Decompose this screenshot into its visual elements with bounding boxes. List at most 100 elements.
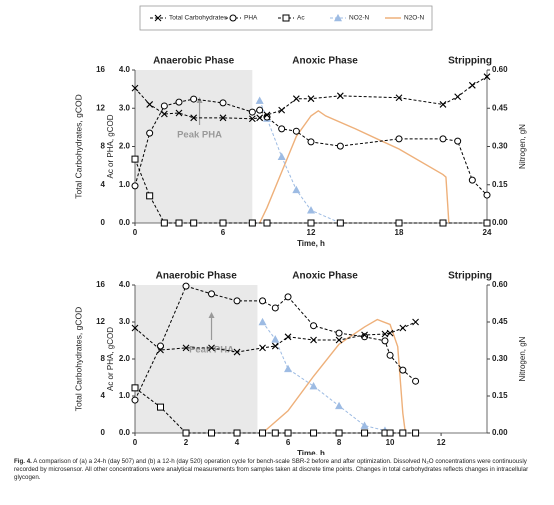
marker-square [248,219,256,227]
marker-circle [292,127,300,135]
legend-box [139,5,433,31]
marker-x [157,346,164,354]
marker-square [386,429,394,437]
marker-x [233,348,241,356]
y-axis-title: Total Carbohydrates, gCOD [73,307,83,411]
marker-x [154,14,162,22]
y3-tick-label: 4.0 [119,65,131,74]
annotation-arrowhead [208,312,215,318]
marker-square [282,14,290,22]
marker-square [336,219,344,227]
marker-x [131,84,139,92]
marker-x [278,106,286,114]
marker-circle [219,99,227,107]
marker-x [248,115,256,123]
marker-x [307,95,315,103]
marker-x [208,344,215,352]
marker-circle [399,366,407,374]
marker-circle [454,137,462,145]
marker-x [146,101,154,108]
marker-square [208,429,216,437]
marker-x [271,342,279,350]
marker-x [259,344,266,352]
marker-x [335,336,343,344]
y3-tick-label: 1.0 [119,180,131,189]
marker-x [292,95,300,103]
marker-triangle [360,421,369,429]
marker-x [361,331,368,339]
marker-x [175,109,183,117]
marker-square [361,429,369,437]
marker-circle [386,351,394,359]
legend-label: N2O-N [404,15,425,22]
marker-x [454,93,462,101]
y3-tick-label: 4.0 [119,280,131,289]
marker-square [307,219,315,227]
y-tick-label: 12 [96,317,105,326]
x-tick-label: 24 [483,228,492,237]
legend-label: Total Carbohydrates [169,15,228,22]
y3-axis-title: Ac or PHA, gCOD [106,327,115,391]
y3-axis-title: Ac or PHA, gCOD [106,114,115,178]
marker-square [263,219,271,227]
marker-square [395,219,403,227]
marker-square [259,429,267,437]
anaerobic-shade [135,285,258,433]
marker-circle [208,290,216,298]
marker-x [381,330,389,338]
phase-label: Anoxic Phase [292,271,358,282]
marker-x [468,81,476,89]
x-axis-title: Time, h [297,239,325,248]
phase-label: Anaerobic Phase [153,56,235,67]
marker-x [412,318,419,326]
phase-label: Anoxic Phase [292,56,358,67]
marker-circle [412,377,420,385]
marker-square [233,429,241,437]
y-tick-label: 0 [101,428,106,437]
marker-square [310,429,318,437]
marker-triangle [306,206,316,214]
marker-circle [229,14,237,22]
marker-triangle [335,401,344,410]
marker-x [284,333,292,341]
marker-circle [259,297,267,305]
y-tick-label: 4 [101,180,106,189]
y2-tick-label: 0.15 [492,391,508,400]
y-tick-label: 8 [101,354,106,363]
marker-circle [335,329,343,337]
marker-triangle [284,364,293,373]
y3-tick-label: 0.0 [119,218,131,227]
y3-tick-label: 2.0 [119,354,131,363]
marker-circle [175,98,183,106]
marker-circle [468,176,476,184]
marker-square [131,155,139,163]
y2-tick-label: 0.45 [492,317,508,326]
marker-circle [284,293,292,301]
marker-square [335,429,343,437]
y-tick-label: 12 [96,103,105,112]
marker-triangle [255,96,264,104]
marker-circle [131,396,139,404]
marker-circle [256,106,264,114]
y2-axis-title: Nitrogen, gN [518,124,527,169]
marker-x [399,324,407,332]
phase-label: Anaerobic Phase [156,271,238,282]
marker-x [219,114,227,122]
marker-square [160,219,168,227]
marker-circle [271,304,279,312]
marker-triangle [271,335,280,343]
annotation: Peak PHA [189,345,234,356]
y-tick-label: 0 [101,218,106,227]
y2-tick-label: 0.45 [492,103,508,112]
caption-label: Fig. 4. [14,458,32,465]
marker-triangle [333,13,343,22]
x-tick-label: 6 [286,438,291,447]
y-tick-label: 4 [101,391,106,400]
x-tick-label: 12 [437,438,446,447]
figure: Total Carbohydrates PHA Ac NO2-N N2O-N Anaero… [73,5,527,455]
marker-triangle [277,152,286,160]
x-tick-label: 18 [395,228,404,237]
marker-x [182,344,190,352]
marker-square [157,403,165,411]
